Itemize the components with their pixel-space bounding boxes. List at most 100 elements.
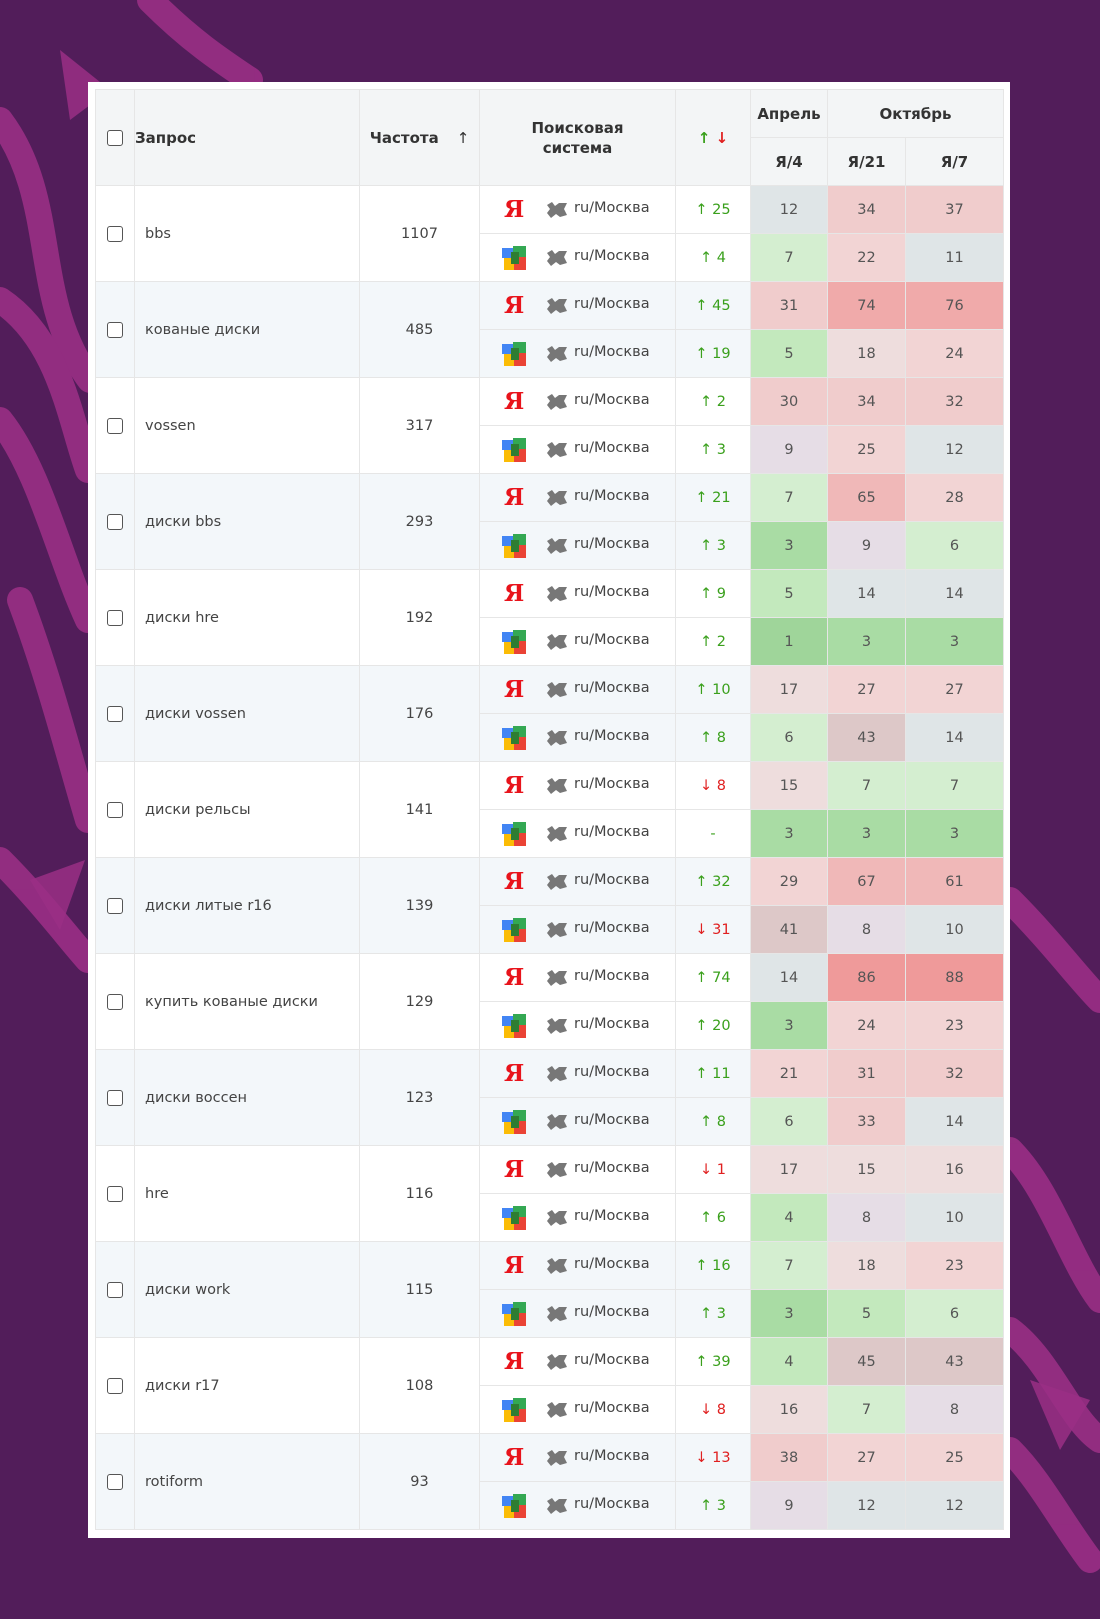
position-delta: ↑ 9: [675, 569, 751, 618]
header-frequency[interactable]: Частота ↑: [359, 89, 480, 186]
position-delta: ↑ 3: [675, 521, 751, 570]
query-text[interactable]: диски hre: [134, 569, 360, 666]
row-checkbox[interactable]: [107, 801, 123, 818]
yandex-icon: Я: [504, 1252, 525, 1279]
row-checkbox[interactable]: [107, 1377, 123, 1394]
position-cell: 88: [904, 953, 1005, 1002]
header-query[interactable]: Запрос: [134, 89, 360, 186]
delta-value: 9: [716, 585, 726, 602]
region-map-icon: [546, 729, 568, 750]
position-cell: 6: [904, 521, 1005, 570]
query-text[interactable]: vossen: [134, 377, 360, 474]
query-text[interactable]: диски work: [134, 1241, 360, 1338]
position-delta: ↑ 20: [675, 1001, 751, 1050]
position-cell: 14: [827, 569, 906, 618]
delta-arrow-icon: ↓: [700, 1401, 717, 1418]
google-icon: [502, 1014, 526, 1042]
row-checkbox[interactable]: [107, 1473, 123, 1490]
query-text[interactable]: диски литые r16: [134, 857, 360, 954]
yandex-icon: Я: [504, 292, 525, 319]
search-engine-cell: ru/Москва: [479, 1097, 676, 1146]
frequency-value: 485: [359, 281, 480, 378]
query-text[interactable]: купить кованые диски: [134, 953, 360, 1050]
query-text[interactable]: диски воссен: [134, 1049, 360, 1146]
select-all-cell: [95, 89, 135, 186]
delta-arrow-icon: ↑: [695, 1065, 713, 1082]
row-checkbox[interactable]: [107, 1185, 123, 1202]
search-engine-cell: ru/Москва: [479, 905, 676, 954]
region-label: ru/Москва: [574, 1496, 650, 1512]
row-checkbox[interactable]: [107, 1281, 123, 1298]
query-text[interactable]: hre: [134, 1145, 360, 1242]
row-select-cell: [95, 857, 135, 954]
yandex-icon: Я: [504, 868, 525, 895]
query-text[interactable]: rotiform: [134, 1433, 360, 1530]
position-cell: 16: [904, 1145, 1005, 1194]
row-checkbox[interactable]: [107, 321, 123, 338]
google-icon: [502, 246, 526, 274]
row-checkbox[interactable]: [107, 225, 123, 242]
header-delta[interactable]: ↑ ↓: [675, 89, 751, 186]
region-map-icon: [546, 585, 568, 606]
position-cell: 10: [904, 1193, 1005, 1242]
region-map-icon: [546, 777, 568, 798]
row-select-cell: [95, 1241, 135, 1338]
delta-value: 1: [716, 1161, 726, 1178]
query-text[interactable]: bbs: [134, 185, 360, 282]
region-map-icon: [546, 441, 568, 462]
position-cell: 9: [750, 1481, 828, 1530]
delta-arrow-icon: ↑: [700, 393, 717, 410]
query-text[interactable]: диски bbs: [134, 473, 360, 570]
position-delta: ↑ 16: [675, 1241, 751, 1290]
header-month-april: Апрель: [750, 89, 828, 138]
position-cell: 7: [750, 233, 828, 282]
row-checkbox[interactable]: [107, 897, 123, 914]
yandex-icon: Я: [504, 1444, 525, 1471]
row-checkbox[interactable]: [107, 513, 123, 530]
position-cell: 24: [827, 1001, 906, 1050]
sort-asc-icon[interactable]: ↑: [456, 128, 470, 147]
position-delta: ↑ 8: [675, 1097, 751, 1146]
header-check-yandex-7[interactable]: Я/7: [904, 137, 1005, 186]
region-label: ru/Москва: [574, 248, 650, 264]
region-label: ru/Москва: [574, 1064, 650, 1080]
row-checkbox[interactable]: [107, 705, 123, 722]
row-select-cell: [95, 665, 135, 762]
region-map-icon: [546, 633, 568, 654]
position-cell: 17: [750, 665, 828, 714]
row-checkbox[interactable]: [107, 993, 123, 1010]
delta-value: 10: [712, 681, 731, 698]
select-all-checkbox[interactable]: [107, 130, 123, 146]
position-delta: ↑ 45: [675, 281, 751, 330]
header-check-yandex-21[interactable]: Я/21: [827, 137, 906, 186]
row-select-cell: [95, 185, 135, 282]
delta-arrow-icon: ↑: [700, 585, 717, 602]
region-map-icon: [546, 1449, 568, 1470]
row-checkbox[interactable]: [107, 1089, 123, 1106]
delta-arrow-icon: ↑: [695, 297, 713, 314]
query-text[interactable]: кованые диски: [134, 281, 360, 378]
query-text[interactable]: диски рельсы: [134, 761, 360, 858]
header-check-yandex-4[interactable]: Я/4: [750, 137, 828, 186]
region-map-icon: [546, 1065, 568, 1086]
google-icon: [502, 918, 526, 946]
position-cell: 24: [904, 329, 1005, 378]
query-text[interactable]: диски vossen: [134, 665, 360, 762]
position-cell: 32: [904, 377, 1005, 426]
frequency-value: 115: [359, 1241, 480, 1338]
row-checkbox[interactable]: [107, 609, 123, 626]
region-map-icon: [546, 1401, 568, 1422]
position-cell: 28: [904, 473, 1005, 522]
row-checkbox[interactable]: [107, 417, 123, 434]
query-text[interactable]: диски r17: [134, 1337, 360, 1434]
